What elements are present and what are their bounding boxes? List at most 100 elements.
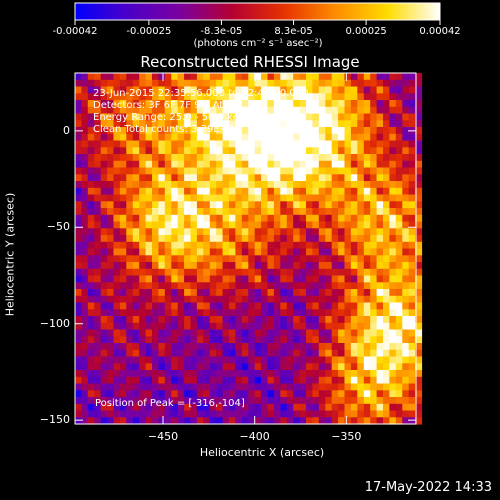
- heatmap-cell: [177, 302, 185, 310]
- heatmap-cell: [190, 228, 198, 236]
- heatmap-cell: [216, 322, 224, 331]
- heatmap-cell: [350, 343, 358, 351]
- heatmap-cell: [286, 181, 294, 189]
- heatmap-cell: [171, 221, 179, 229]
- heatmap-cell: [119, 106, 127, 115]
- heatmap-cell: [216, 390, 224, 398]
- heatmap-cell: [254, 322, 262, 331]
- heatmap-cell: [261, 228, 269, 236]
- heatmap-cell: [164, 208, 172, 216]
- heatmap-cell: [152, 194, 159, 202]
- heatmap-cell: [286, 147, 294, 155]
- heatmap-cell: [152, 275, 159, 283]
- heatmap-cell: [312, 120, 320, 128]
- heatmap-cell: [293, 93, 301, 101]
- heatmap-cell: [113, 147, 121, 155]
- heatmap-cell: [408, 349, 416, 358]
- heatmap-cell: [196, 363, 204, 371]
- heatmap-cell: [363, 275, 371, 283]
- heatmap-cell: [152, 282, 159, 290]
- heatmap-cell: [216, 133, 224, 142]
- heatmap-cell: [415, 349, 423, 358]
- heatmap-cell: [196, 120, 204, 128]
- heatmap-cell: [119, 262, 127, 270]
- heatmap-cell: [100, 73, 108, 81]
- heatmap-cell: [184, 160, 192, 169]
- heatmap-cell: [293, 201, 301, 209]
- heatmap-cell: [273, 275, 281, 283]
- heatmap-cell: [158, 376, 166, 385]
- heatmap-cell: [209, 262, 217, 270]
- heatmap-cell: [376, 316, 384, 324]
- heatmap-cell: [94, 221, 102, 229]
- heatmap-cell: [241, 221, 249, 229]
- heatmap-cell: [408, 370, 416, 378]
- heatmap-cell: [94, 214, 102, 223]
- heatmap-cell: [216, 174, 224, 182]
- heatmap-cell: [312, 322, 320, 331]
- heatmap-cell: [94, 397, 102, 405]
- heatmap-cell: [196, 147, 204, 155]
- heatmap-cell: [164, 309, 172, 317]
- heatmap-cell: [209, 363, 217, 371]
- heatmap-cell: [184, 221, 192, 229]
- heatmap-cell: [203, 329, 211, 337]
- heatmap-cell: [280, 417, 288, 425]
- heatmap-cell: [209, 167, 217, 175]
- heatmap-cell: [325, 133, 333, 142]
- heatmap-cell: [254, 356, 262, 364]
- heatmap-cell: [190, 147, 198, 155]
- heatmap-cell: [209, 133, 217, 142]
- heatmap-cell: [216, 262, 224, 270]
- heatmap-cell: [383, 154, 390, 162]
- heatmap-cell: [325, 403, 333, 412]
- heatmap-cell: [389, 106, 397, 115]
- heatmap-cell: [293, 86, 301, 94]
- heatmap-cell: [241, 289, 249, 297]
- heatmap-cell: [75, 181, 82, 189]
- annotation-energy-range: Energy Range: 25.0 - 50.0 keV: [93, 112, 246, 123]
- heatmap-cell: [100, 302, 108, 310]
- heatmap-cell: [306, 376, 313, 385]
- heatmap-cell: [139, 383, 147, 391]
- heatmap-cell: [113, 349, 121, 358]
- heatmap-cell: [119, 309, 127, 317]
- heatmap-cell: [415, 356, 423, 364]
- heatmap-cell: [363, 289, 371, 297]
- heatmap-cell: [222, 268, 230, 277]
- heatmap-cell: [184, 397, 192, 405]
- heatmap-cell: [75, 410, 82, 418]
- heatmap-cell: [280, 356, 288, 364]
- heatmap-cell: [389, 410, 397, 418]
- heatmap-cell: [273, 282, 281, 290]
- heatmap-cell: [357, 214, 365, 223]
- heatmap-cell: [152, 73, 159, 81]
- heatmap-cell: [209, 174, 217, 182]
- heatmap-cell: [408, 363, 416, 371]
- heatmap-cell: [209, 187, 217, 196]
- heatmap-cell: [280, 133, 288, 142]
- heatmap-cell: [357, 208, 365, 216]
- heatmap-cell: [331, 228, 339, 236]
- heatmap-cell: [389, 241, 397, 250]
- heatmap-cell: [184, 241, 192, 250]
- heatmap-cell: [158, 160, 166, 169]
- heatmap-cell: [280, 316, 288, 324]
- heatmap-cell: [312, 417, 320, 425]
- heatmap-cell: [235, 349, 243, 358]
- heatmap-cell: [325, 221, 333, 229]
- heatmap-cell: [94, 248, 102, 256]
- heatmap-cell: [113, 100, 121, 108]
- heatmap-cell: [113, 262, 121, 270]
- heatmap-cell: [75, 154, 82, 162]
- heatmap-cell: [248, 316, 256, 324]
- heatmap-cell: [145, 160, 153, 169]
- heatmap-cell: [254, 329, 262, 337]
- heatmap-cell: [261, 376, 269, 385]
- heatmap-cell: [395, 295, 403, 304]
- heatmap-cell: [126, 147, 134, 155]
- heatmap-cell: [145, 221, 153, 229]
- heatmap-cell: [209, 73, 217, 81]
- heatmap-cell: [171, 194, 179, 202]
- heatmap-cell: [408, 275, 416, 283]
